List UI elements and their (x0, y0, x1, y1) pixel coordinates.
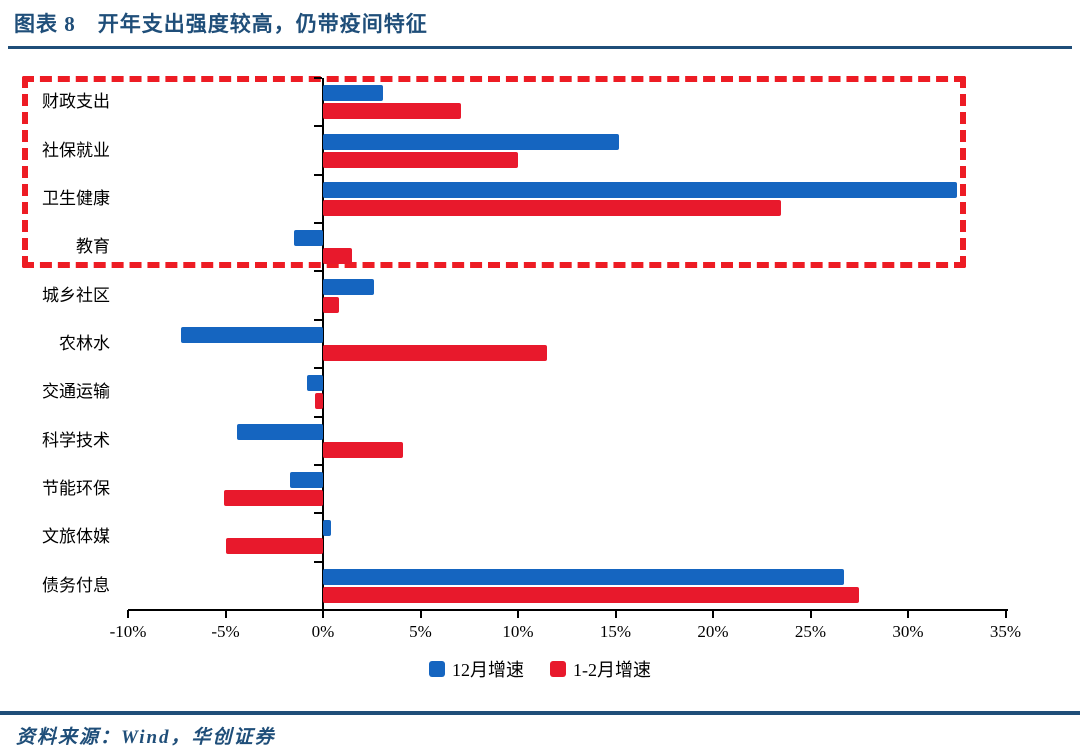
bar-december (323, 520, 331, 537)
x-axis-tick (907, 610, 909, 618)
x-axis-tick-label: 30% (892, 622, 924, 641)
category-axis-tick (314, 415, 322, 418)
x-axis-tick-label: 35% (989, 622, 1022, 641)
x-axis-tick-label: 20% (697, 622, 729, 641)
category-label: 交通运输 (42, 382, 110, 402)
highlight-dashed-box (22, 76, 966, 268)
category-label: 债务付息 (42, 575, 110, 595)
bar-december (323, 133, 620, 150)
bar-jan-feb (323, 345, 548, 361)
bar-december (293, 230, 323, 247)
category-label: 农林水 (59, 334, 110, 353)
category-axis-tick (314, 463, 322, 466)
category-axis-tick (314, 270, 322, 273)
category-label: 财政支出 (42, 92, 110, 112)
category-label: 城乡社区 (42, 285, 110, 305)
category-label: 社保就业 (42, 140, 110, 160)
category-axis-tick (314, 125, 322, 128)
category-axis-tick (314, 512, 322, 515)
bar-jan-feb (323, 151, 518, 168)
page-title: 图表 8 开年支出强度较高，仍带疫间特征 (14, 12, 428, 36)
x-axis-tick (127, 610, 129, 618)
x-axis-tick (809, 610, 812, 618)
x-axis-tick (712, 610, 714, 618)
bar-december (307, 375, 323, 392)
bar-december (289, 472, 323, 489)
bar-jan-feb (223, 490, 323, 507)
x-axis-tick (419, 610, 422, 618)
category-axis-tick (314, 222, 322, 225)
bar-december (323, 278, 374, 295)
bar-jan-feb (323, 248, 353, 265)
x-axis-tick-label: 5% (409, 622, 432, 641)
x-axis-tick (517, 610, 519, 618)
category-axis-tick (314, 560, 322, 563)
x-axis-tick-label: -5% (211, 622, 240, 641)
x-axis-tick (1004, 610, 1007, 618)
category-label: 节能环保 (42, 479, 110, 499)
x-axis-tick-label: 0% (311, 622, 335, 641)
x-axis-tick (614, 610, 617, 618)
category-label: 科学技术 (42, 430, 110, 450)
x-axis-tick (322, 610, 324, 618)
x-axis-tick-label: 10% (502, 622, 534, 641)
category-label: 卫生健康 (42, 188, 110, 208)
bar-jan-feb (225, 538, 323, 555)
x-axis-tick-label: 25% (794, 622, 827, 641)
category-axis-tick (314, 609, 322, 611)
category-axis-tick (314, 367, 322, 370)
category-axis-tick (314, 318, 322, 321)
bar-december (180, 327, 323, 343)
category-label: 文旅体媒 (42, 527, 110, 547)
x-axis-tick (224, 610, 227, 618)
category-axis-tick (314, 77, 322, 79)
legend-label: 12月增速 (452, 660, 524, 680)
x-axis-line (128, 609, 1008, 611)
legend-swatch-blue (429, 661, 445, 677)
bar-jan-feb (323, 199, 782, 216)
source-note: 资料来源：Wind，华创证券 (16, 727, 276, 748)
x-axis-tick-label: -10% (109, 622, 147, 641)
category-label: 教育 (76, 237, 110, 257)
legend-label: 1-2月增速 (573, 660, 651, 680)
legend-item-jan-feb: 1-2月增速 (550, 656, 651, 682)
bar-jan-feb (315, 393, 323, 410)
legend-swatch-red (550, 661, 566, 677)
bar-jan-feb (323, 586, 860, 603)
bar-jan-feb (323, 441, 403, 458)
bar-december (323, 85, 384, 102)
bar-december (237, 423, 323, 440)
bar-jan-feb (323, 103, 462, 120)
category-axis-line (322, 78, 324, 611)
category-axis-tick (314, 173, 322, 176)
bar-december (323, 568, 844, 585)
x-axis-tick-label: 15% (599, 622, 632, 641)
chart-legend: 12月增速 1-2月增速 (0, 656, 1080, 682)
bar-jan-feb (323, 296, 339, 313)
bottom-divider (0, 711, 1080, 715)
legend-item-december: 12月增速 (429, 656, 524, 682)
title-divider (8, 46, 1072, 49)
bar-december (323, 181, 957, 198)
